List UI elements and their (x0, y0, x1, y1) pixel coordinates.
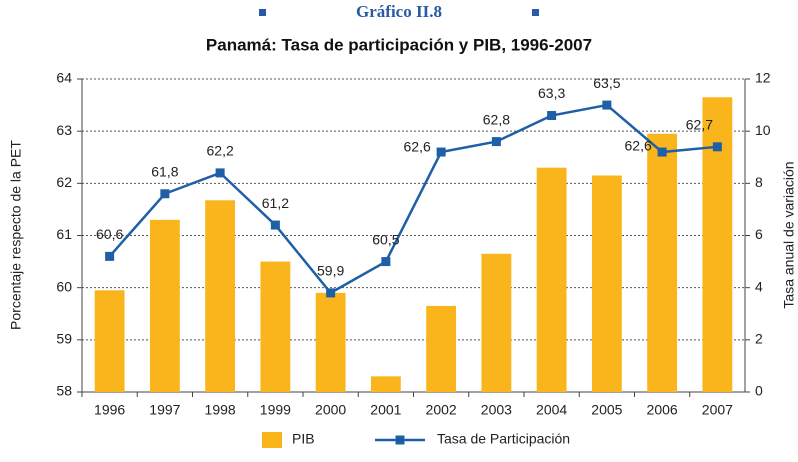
x-tick-label: 2007 (702, 402, 733, 418)
y2-tick-label: 12 (755, 70, 771, 86)
data-label: 63,3 (538, 85, 565, 101)
marker (712, 142, 722, 152)
y-axis-label: Porcentaje respecto de la PET (8, 140, 24, 330)
x-tick-label: 1999 (260, 402, 291, 418)
data-label: 62,6 (625, 138, 652, 154)
y2-tick-label: 4 (755, 278, 763, 294)
data-label: 59,9 (317, 263, 344, 279)
y-tick-label: 64 (56, 70, 72, 86)
y2-tick-label: 10 (755, 122, 771, 138)
data-label: 60,5 (372, 231, 399, 247)
x-tick-label: 2002 (426, 402, 457, 418)
data-label: 62,8 (483, 111, 510, 127)
y2-tick-label: 8 (755, 174, 763, 190)
data-label: 61,2 (262, 195, 289, 211)
bar (647, 133, 678, 392)
legend-swatch (395, 435, 405, 445)
bar (370, 376, 401, 392)
y2-axis-label: Tasa anual de variación (781, 161, 797, 308)
marker (326, 288, 336, 298)
bar (260, 261, 291, 392)
line (108, 103, 718, 295)
data-label: 62,7 (686, 117, 713, 133)
x-tick-label: 2003 (481, 402, 512, 418)
x-tick-label: 2005 (591, 402, 622, 418)
x-tick-label: 1997 (149, 402, 180, 418)
marker (381, 257, 391, 267)
y2-tick-label: 0 (755, 383, 763, 399)
data-label: 60,6 (96, 226, 123, 242)
bar (315, 292, 346, 392)
title-ornament (532, 9, 539, 16)
y-tick-label: 62 (56, 174, 72, 190)
y-tick-label: 60 (56, 278, 72, 294)
data-label: 62,2 (207, 143, 234, 159)
bar (591, 175, 622, 392)
x-tick-label: 2000 (315, 402, 346, 418)
x-tick-label: 2001 (370, 402, 401, 418)
marker (436, 147, 446, 157)
marker (105, 251, 115, 261)
x-tick-label: 1998 (205, 402, 236, 418)
bar (205, 200, 236, 392)
bar (702, 97, 733, 392)
marker (270, 220, 280, 230)
data-label: 63,5 (593, 75, 620, 91)
y2-tick-label: 2 (755, 331, 763, 347)
bar (481, 253, 512, 392)
y-tick-label: 61 (56, 226, 72, 242)
legend-label: Tasa de Participación (437, 431, 570, 447)
y-tick-label: 59 (56, 331, 72, 347)
data-label: 62,6 (404, 139, 431, 155)
data-label: 61,8 (151, 163, 178, 179)
marker (602, 100, 612, 110)
x-tick-label: 1996 (94, 402, 125, 418)
bar (536, 167, 567, 392)
bar (94, 290, 125, 392)
legend-swatch (262, 432, 282, 448)
chart-title: Gráfico II.8 (356, 2, 442, 21)
y-tick-label: 58 (56, 383, 72, 399)
y-tick-label: 63 (56, 122, 72, 138)
x-tick-label: 2004 (536, 402, 567, 418)
marker (657, 147, 667, 157)
chart-subtitle: Panamá: Tasa de participación y PIB, 199… (206, 35, 592, 54)
marker (215, 168, 225, 178)
marker (160, 189, 170, 199)
marker (491, 137, 501, 147)
marker (547, 111, 557, 121)
y2-tick-label: 6 (755, 226, 763, 242)
legend-label: PIB (292, 431, 315, 447)
bar (426, 305, 457, 392)
bar (149, 219, 180, 392)
title-ornament (259, 9, 266, 16)
x-tick-label: 2006 (647, 402, 678, 418)
